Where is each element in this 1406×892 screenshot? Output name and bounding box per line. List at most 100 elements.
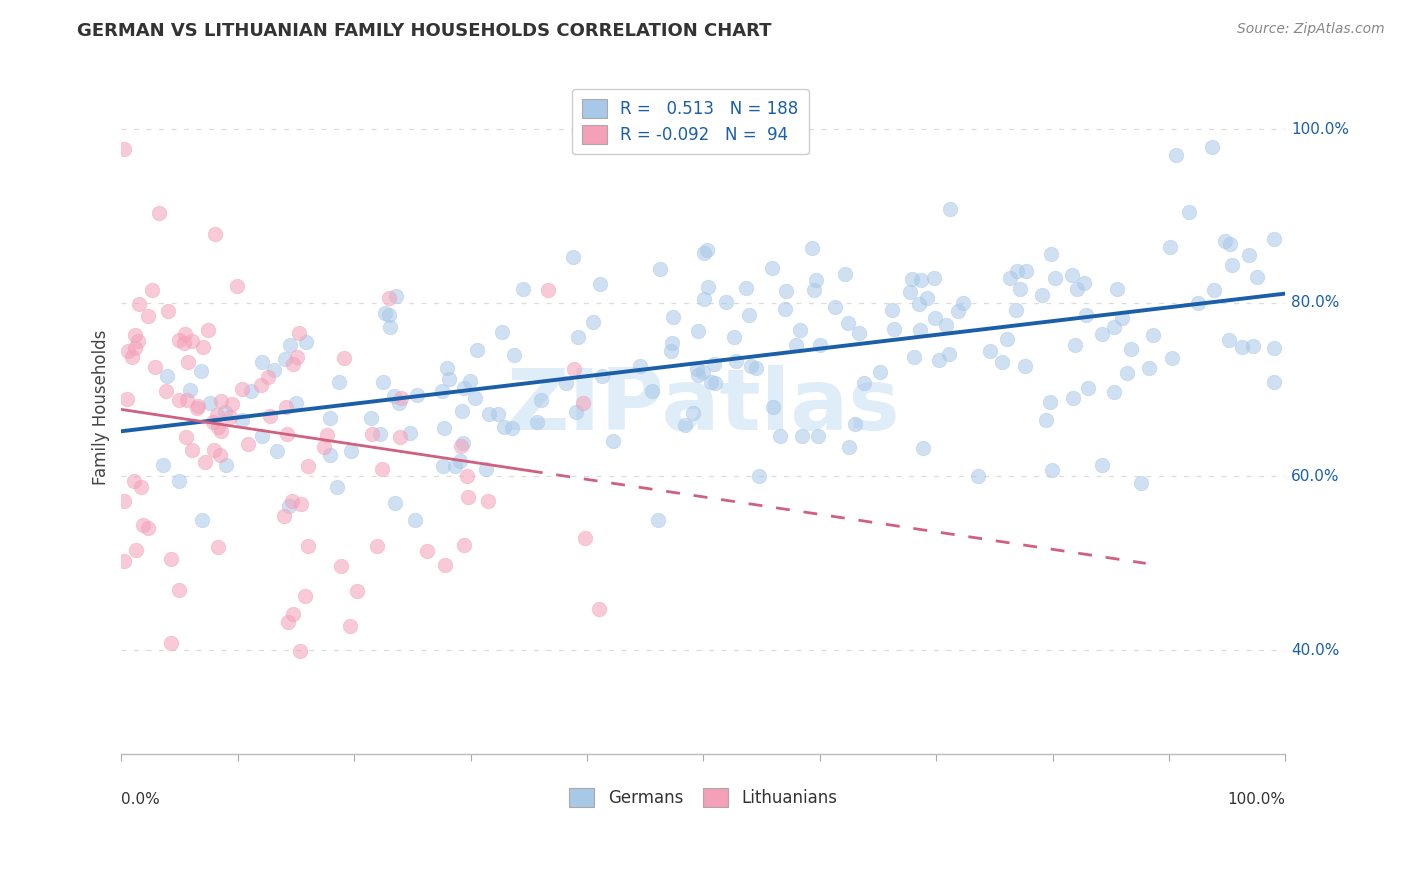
Point (297, 459, 319, 474)
Point (249, 377, 271, 392)
Point (1115, 366, 1137, 380)
Point (456, 469, 478, 483)
Point (773, 301, 796, 316)
Point (191, 340, 214, 354)
Point (1091, 458, 1114, 473)
Point (281, 607, 304, 621)
Point (908, 323, 931, 337)
Point (1107, 282, 1129, 296)
Point (1263, 341, 1285, 355)
Point (503, 348, 526, 362)
Text: ZIPatlas: ZIPatlas (506, 366, 900, 449)
Point (501, 421, 523, 435)
Point (475, 462, 498, 476)
Point (578, 104, 600, 119)
Point (190, 513, 212, 527)
Point (274, 351, 297, 366)
Point (215, 458, 238, 473)
Point (156, 368, 179, 383)
Text: 100.0%: 100.0% (1227, 792, 1285, 807)
Point (368, 427, 391, 442)
Point (453, 381, 475, 395)
Point (156, 303, 179, 318)
Point (848, 326, 870, 340)
Point (328, 376, 350, 390)
Point (346, 584, 368, 599)
Point (388, 395, 411, 409)
Point (1237, 248, 1260, 262)
Point (436, 360, 458, 375)
Point (433, 421, 456, 435)
Point (724, 354, 747, 368)
Point (1031, 287, 1053, 301)
Point (207, 540, 229, 554)
Point (748, 468, 770, 483)
Point (682, 406, 704, 420)
Point (281, 494, 304, 508)
Point (221, 397, 243, 411)
Point (1142, 328, 1164, 343)
Point (591, 369, 613, 384)
Point (565, 405, 588, 419)
Point (903, 350, 925, 364)
Point (761, 261, 783, 276)
Point (806, 273, 828, 287)
Point (124, 475, 146, 489)
Point (285, 350, 308, 364)
Point (898, 285, 921, 299)
Point (263, 363, 285, 377)
Point (1159, 240, 1181, 254)
Point (946, 303, 969, 318)
Point (928, 353, 950, 368)
Point (124, 327, 146, 342)
Point (226, 279, 249, 293)
Point (209, 394, 232, 409)
Point (179, 383, 201, 397)
Point (143, 359, 166, 374)
Point (277, 615, 299, 629)
Point (588, 602, 610, 616)
Point (360, 427, 382, 442)
Point (273, 508, 295, 523)
Point (834, 267, 856, 281)
Point (209, 448, 232, 462)
Point (167, 583, 190, 598)
Point (1090, 327, 1112, 342)
Point (389, 430, 412, 444)
Point (686, 324, 709, 338)
Point (384, 496, 406, 510)
Point (173, 327, 195, 342)
Point (1076, 309, 1098, 323)
Point (167, 392, 190, 407)
Point (125, 543, 148, 558)
Point (882, 303, 904, 318)
Point (589, 277, 612, 291)
Point (1204, 283, 1226, 297)
Point (297, 539, 319, 553)
Point (187, 399, 209, 413)
Point (1064, 338, 1087, 352)
Point (250, 355, 273, 369)
Point (437, 372, 460, 386)
Point (214, 405, 236, 419)
Point (1213, 234, 1236, 248)
Point (464, 391, 486, 405)
Point (1241, 339, 1264, 353)
Point (769, 429, 792, 443)
Point (693, 292, 716, 306)
Point (696, 243, 718, 257)
Point (952, 296, 974, 310)
Point (1066, 282, 1088, 296)
Point (908, 296, 931, 310)
Point (374, 306, 396, 320)
Point (1201, 140, 1223, 154)
Point (567, 330, 589, 344)
Point (115, 392, 138, 406)
Point (399, 425, 422, 440)
Point (673, 417, 696, 432)
Point (1137, 360, 1160, 375)
Point (1035, 413, 1057, 427)
Point (554, 376, 576, 390)
Point (1230, 340, 1253, 354)
Point (1040, 463, 1063, 477)
